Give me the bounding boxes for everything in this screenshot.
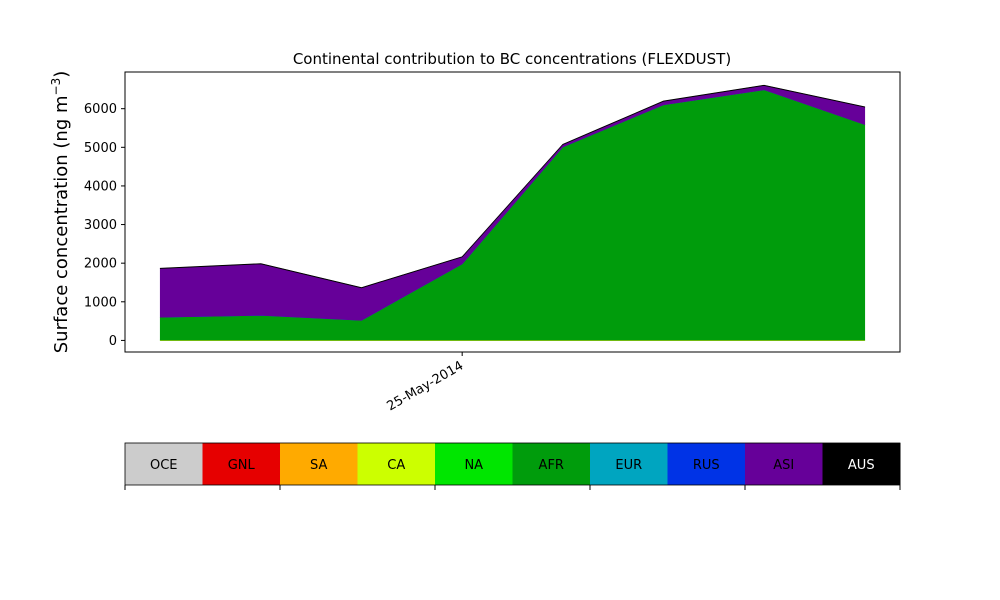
plot-areas: [159, 84, 866, 341]
legend-label-rus: RUS: [693, 458, 720, 473]
legend-label-aus: AUS: [848, 458, 875, 473]
legend-swatch-oce: [125, 443, 203, 485]
y-axis-label-close: ): [51, 71, 72, 78]
legend-swatch-na: [435, 443, 513, 485]
y-tick-label: 4000: [84, 179, 117, 194]
legend-swatch-ca: [357, 443, 436, 485]
y-axis-label: Surface concentration (ng m−3): [49, 71, 72, 354]
y-tick-label: 1000: [84, 295, 117, 310]
legend-label-oce: OCE: [150, 458, 178, 473]
legend-frame: [124, 442, 901, 486]
area-series-aus: [159, 84, 866, 289]
legend-label-gnl: GNL: [228, 458, 256, 473]
y-axis-label-superscript: −3: [49, 78, 63, 96]
legend-colorbar: OCE GNL SA CA NA AFR EUR RUS ASI AUS: [124, 442, 901, 490]
legend-swatch-aus: [822, 443, 901, 485]
legend-label-eur: EUR: [615, 458, 642, 473]
legend-swatch-afr: [512, 443, 591, 485]
legend-swatch-eur: [590, 443, 668, 485]
legend-swatch-gnl: [202, 443, 281, 485]
y-tick-label: 6000: [84, 102, 117, 117]
y-tick-label: 3000: [84, 218, 117, 233]
y-axis-label-text: Surface concentration (ng m: [51, 95, 72, 353]
legend-swatch-asi: [745, 443, 823, 485]
legend-label-sa: SA: [310, 458, 327, 473]
y-axis-ticks: 0 1000 2000 3000 4000 5000 6000: [84, 102, 125, 349]
legend-swatch-rus: [667, 443, 746, 485]
legend-label-afr: AFR: [539, 458, 564, 473]
y-tick-label: 0: [109, 334, 117, 349]
legend-label-ca: CA: [387, 458, 405, 473]
y-tick-label: 2000: [84, 257, 117, 272]
chart-title: Continental contribution to BC concentra…: [293, 50, 731, 68]
y-tick-label: 5000: [84, 141, 117, 156]
legend-swatch-sa: [280, 443, 358, 485]
legend-label-asi: ASI: [773, 458, 794, 473]
legend-label-na: NA: [464, 458, 483, 473]
plot-frame: [124, 71, 901, 353]
